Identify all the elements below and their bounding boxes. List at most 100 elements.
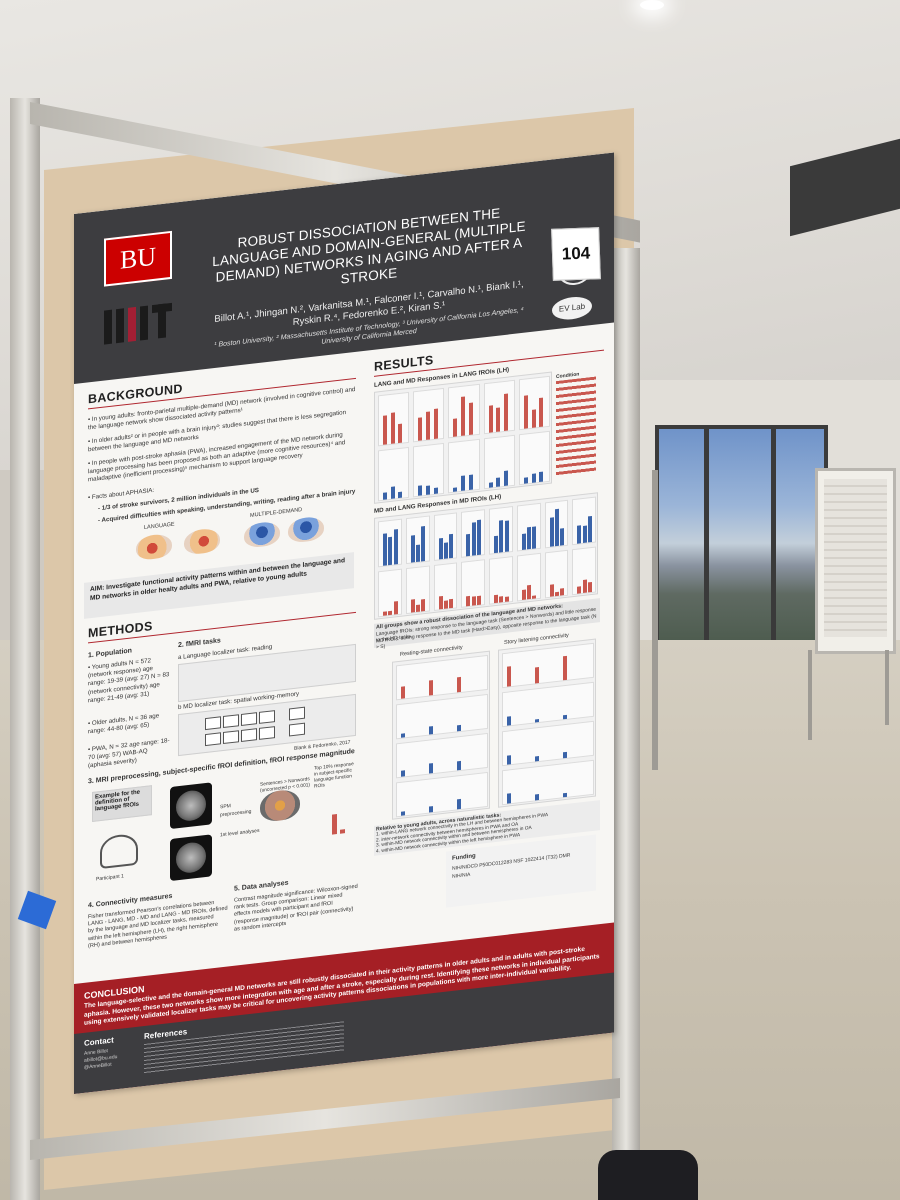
chart-bar: [421, 525, 426, 562]
chart-bar: [410, 535, 415, 563]
chart-bar: [457, 760, 461, 771]
research-poster: BU ROBUST DISSOCIATION BETWEEN THE LANGU…: [74, 152, 614, 1094]
chart-bar: [433, 487, 438, 495]
chart-bar: [416, 604, 420, 613]
ev-lab-logo: EV Lab: [552, 294, 592, 322]
young-adults-info: • Young adults N = 572 (network response…: [88, 657, 170, 705]
chart-bar-group: [483, 379, 515, 435]
chart-bar: [496, 477, 501, 487]
chart-bar: [398, 491, 403, 499]
chart-bar: [461, 475, 466, 491]
chart-bar: [457, 676, 461, 693]
chart-bar: [523, 477, 528, 484]
chart-bar-group: [572, 546, 596, 596]
resting-state-chart: [392, 650, 490, 820]
population-title: 1. Population: [88, 647, 132, 660]
chart-bar: [549, 583, 554, 597]
response-bar-n: [340, 829, 345, 834]
participant-label: Participant 1: [96, 873, 124, 883]
chart-bar: [425, 484, 430, 495]
board-leg: [808, 650, 812, 740]
chart-bar: [549, 517, 554, 547]
chart-bar: [527, 585, 531, 600]
chart-bar: [504, 470, 509, 487]
chart-bar-group: [396, 693, 488, 740]
chart-bar: [582, 525, 587, 544]
language-label: LANGUAGE: [144, 521, 175, 532]
chart-bar-group: [502, 681, 594, 728]
chart-bar: [388, 536, 393, 566]
contact-title: Contact: [84, 1035, 114, 1048]
chart-bar: [418, 484, 423, 496]
chart-bar-group: [378, 446, 410, 502]
chart-bar: [393, 528, 398, 565]
chart-bar: [554, 591, 559, 597]
chart-bar: [535, 794, 539, 801]
funding-title: Funding: [452, 853, 476, 862]
chart-bar: [494, 535, 498, 554]
chart-bar: [563, 655, 567, 681]
aim-box: AIM: Investigate functional activity pat…: [84, 552, 354, 619]
chart-bar: [453, 486, 458, 492]
chart-bar: [388, 610, 393, 616]
chart-bar-group: [396, 732, 488, 779]
chart-bar: [401, 811, 405, 816]
chart-bar: [523, 394, 528, 429]
chart-bar-group: [448, 383, 480, 439]
chart-bar: [521, 589, 526, 600]
chart-bar-group: [461, 509, 485, 558]
chart-bar: [563, 751, 567, 759]
chart-bar: [531, 408, 536, 428]
chart-bar-group: [448, 438, 480, 494]
chart-bar: [401, 732, 405, 738]
mit-logo: [104, 302, 174, 345]
chart-bar: [587, 516, 592, 543]
chart-bar: [507, 666, 511, 687]
md-brain-right-image: [288, 515, 324, 544]
chart-bar: [468, 402, 473, 436]
chart-bar: [468, 474, 473, 491]
chart-legend: [556, 376, 596, 478]
chart-bar: [582, 579, 587, 594]
chart-bar: [425, 411, 430, 440]
chart-bar: [507, 716, 511, 726]
chart-bar: [401, 770, 405, 777]
chart-bar-group: [461, 559, 485, 608]
poster-number-tag: 104: [551, 227, 601, 281]
chart-bar-group: [489, 556, 513, 605]
chart-bar: [499, 520, 504, 553]
top10-label: Top 10% response in subject-specific lan…: [314, 762, 354, 790]
chart-bar: [488, 405, 493, 433]
chart-bar-group: [378, 518, 402, 568]
chart-bar: [539, 471, 544, 482]
chart-bar: [532, 594, 537, 599]
chart-bar-group: [502, 759, 594, 806]
chart-bar: [563, 792, 567, 798]
chart-bar-group: [433, 512, 458, 562]
chart-bar: [383, 492, 387, 500]
chart-bar: [563, 715, 567, 720]
chart-bar: [476, 595, 481, 606]
lang-froi-chart: [374, 371, 552, 504]
chart-bar-group: [396, 771, 488, 818]
chart-bar-group: [544, 549, 569, 599]
chart-bar: [539, 397, 544, 427]
chart-bar: [507, 793, 511, 804]
chart-bar-group: [518, 430, 550, 486]
chart-bar: [488, 482, 493, 488]
chart-bar-group: [502, 642, 594, 689]
chart-bar: [476, 519, 481, 556]
chart-bar: [535, 719, 539, 723]
md-brain-left-image: [244, 520, 280, 549]
chart-bar: [383, 415, 387, 445]
chart-bar: [429, 726, 433, 735]
chart-bar: [398, 423, 403, 444]
fmri-tasks-title: 2. fMRI tasks: [178, 637, 221, 650]
chart-bar: [433, 409, 438, 440]
ceiling-light: [640, 0, 664, 10]
pwa-info: • PWA, N = 32 age range: 18-70 (avg: 57)…: [88, 737, 170, 770]
chart-bar: [416, 544, 420, 563]
md-label: MULTIPLE-DEMAND: [250, 507, 303, 519]
chart-bar: [587, 582, 592, 593]
